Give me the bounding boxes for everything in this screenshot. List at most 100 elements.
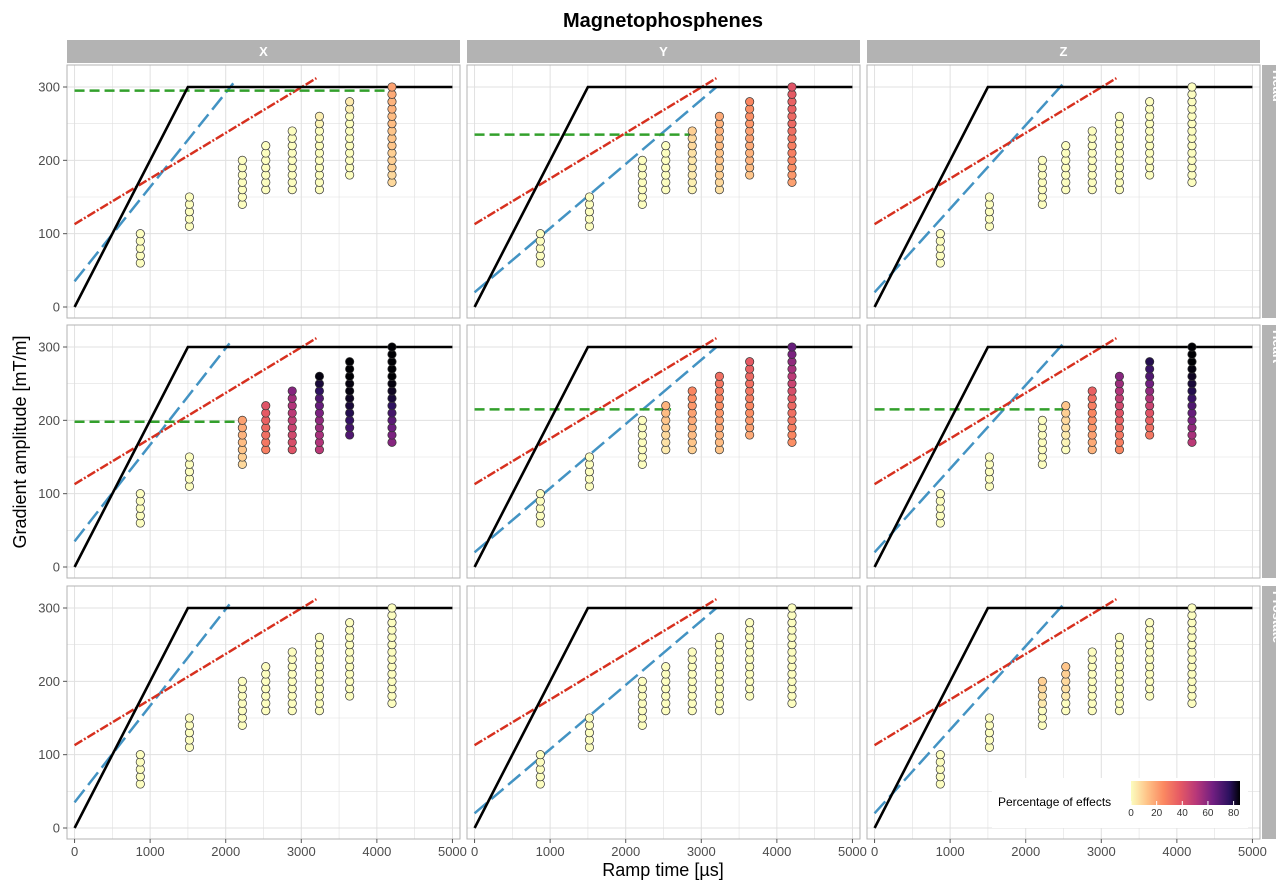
x-axis-title: Ramp time [µs] [602,860,723,880]
data-point [661,662,671,672]
data-point [1037,415,1047,425]
y-tick-label: 100 [38,226,60,241]
data-point [1114,111,1124,121]
row-strip-label: Head [1270,70,1276,102]
panel-head-y [466,64,861,319]
data-point [261,141,271,151]
hardware-limit-line [73,345,453,568]
blue-threshold-line [873,342,1065,554]
legend-ticks: 0 20 40 60 80 [1128,801,1240,819]
blue-threshold-line [473,607,718,815]
data-point [287,126,297,136]
column-strip [467,40,860,63]
hardware-limit-line [73,85,453,308]
data-point [1087,386,1097,396]
data-point [687,386,697,396]
y-tick-label: 0 [53,821,60,836]
data-point [687,126,697,136]
legend: Percentage of effects 0 20 40 60 80 [992,778,1248,828]
data-point [714,632,724,642]
x-tick-label: 0 [871,844,878,859]
data-point [287,386,297,396]
data-point [1087,126,1097,136]
x-tick-label: 4000 [762,844,791,859]
data-point [387,603,397,613]
legend-title: Percentage of effects [998,795,1111,809]
x-tick-label: 2000 [611,844,640,859]
red-threshold-line [73,77,318,226]
legend-colorbar [1131,781,1240,805]
row-strip [1262,325,1276,578]
data-point [984,713,994,723]
x-tick-label: 1000 [136,844,165,859]
x-tick-label: 4000 [362,844,391,859]
panel-prostate-y: 0 1000 2000 3000 4000 5000 [466,585,867,859]
data-point [935,750,945,760]
panel-heart-z [866,324,1261,579]
blue-threshold-line [873,82,1065,294]
column-strip [867,40,1260,63]
data-point [787,342,797,352]
data-point [261,401,271,411]
data-point [237,415,247,425]
data-point [714,371,724,381]
data-point [237,676,247,686]
data-point [745,97,755,107]
column-strip-label: Y [659,44,668,59]
data-point [1061,141,1071,151]
y-tick-label: 300 [38,80,60,95]
blue-threshold-line [73,82,235,283]
data-point [935,489,945,499]
x-tick-label: 3000 [287,844,316,859]
data-point [345,357,355,367]
data-point [661,141,671,151]
panel-heart-x: 0 100 200 300 [38,324,461,579]
data-point [237,155,247,165]
panel-heart-y [466,324,861,579]
hardware-limit-line [873,85,1253,308]
blue-threshold-line [473,86,718,294]
panel-border [466,64,861,319]
hardware-limit-line [473,606,853,829]
data-point [387,342,397,352]
x-tick-label: 1000 [536,844,565,859]
red-threshold-line [873,598,1118,747]
panel-border [866,64,1261,319]
data-point [1037,676,1047,686]
data-point [535,750,545,760]
column-strip-label: Z [1060,44,1068,59]
data-point [184,192,194,202]
data-point [314,111,324,121]
red-threshold-line [73,337,318,486]
data-point [745,357,755,367]
hardware-limit-line [73,606,453,829]
data-point [1061,401,1071,411]
panel-border [866,324,1261,579]
x-tick-label: 3000 [687,844,716,859]
data-point [1145,357,1155,367]
panel-border [66,324,461,579]
row-strip-label: Heart [1270,330,1276,364]
data-point [661,401,671,411]
data-point [1145,618,1155,628]
red-threshold-line [473,337,718,486]
data-point [1037,155,1047,165]
row-strip-label: Prostate [1270,591,1276,643]
legend-tick-label: 0 [1128,808,1134,819]
y-tick-label: 0 [53,560,60,575]
y-tick-label: 100 [38,747,60,762]
data-point [535,229,545,239]
data-point [745,618,755,628]
data-point [184,452,194,462]
x-tick-label: 3000 [1087,844,1116,859]
panel-head-x: 0 100 200 300 [38,64,461,319]
data-point [1145,97,1155,107]
x-tick-label: 4000 [1162,844,1191,859]
legend-tick-label: 80 [1228,808,1240,819]
hardware-limit-line [473,85,853,308]
x-tick-label: 0 [71,844,78,859]
y-tick-label: 200 [38,674,60,689]
data-point [345,97,355,107]
y-tick-label: 100 [38,486,60,501]
